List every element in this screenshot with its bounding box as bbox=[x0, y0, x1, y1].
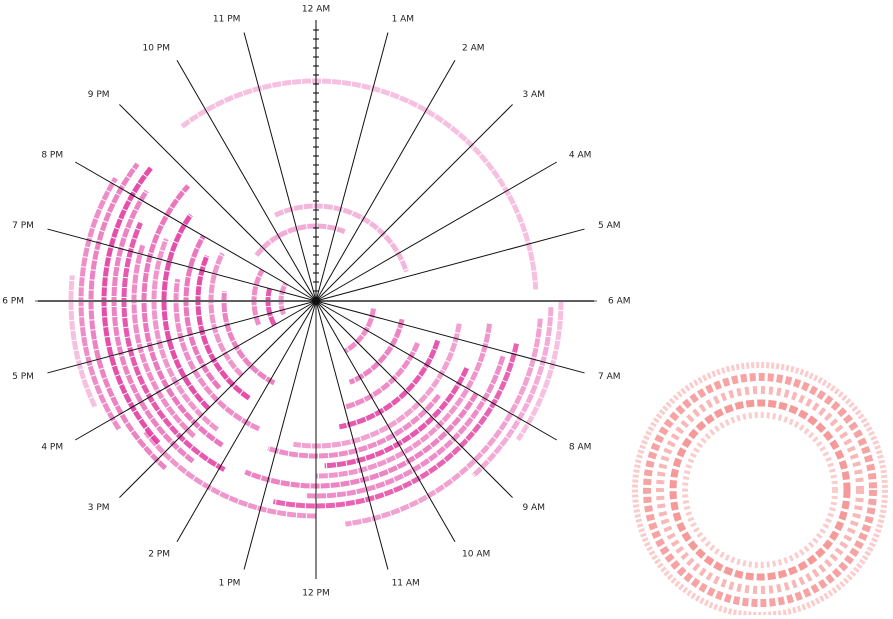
arc bbox=[221, 291, 276, 386]
hour-label: 5 AM bbox=[598, 221, 621, 231]
arc bbox=[292, 323, 462, 449]
hour-line bbox=[176, 59, 317, 302]
hour-label: 11 AM bbox=[392, 579, 420, 589]
hour-label: 9 PM bbox=[88, 90, 110, 100]
hour-label: 3 AM bbox=[522, 90, 545, 100]
hour-line bbox=[315, 300, 558, 441]
arc bbox=[348, 318, 405, 385]
hour-line bbox=[47, 228, 317, 302]
arc bbox=[78, 176, 122, 431]
hour-label: 6 AM bbox=[608, 297, 631, 307]
arc bbox=[305, 355, 506, 499]
donut-ring bbox=[669, 399, 851, 581]
hour-line bbox=[176, 300, 317, 543]
arc bbox=[265, 287, 277, 327]
center-dot bbox=[312, 297, 320, 305]
arc bbox=[515, 300, 564, 442]
hour-label: 7 AM bbox=[598, 372, 621, 382]
arc bbox=[180, 78, 539, 290]
arc bbox=[251, 268, 265, 326]
arc bbox=[173, 278, 261, 432]
hour-line bbox=[315, 59, 456, 302]
arc bbox=[143, 430, 317, 519]
hour-label: 6 PM bbox=[2, 297, 24, 307]
arc bbox=[315, 323, 492, 479]
hour-line bbox=[315, 300, 389, 570]
hour-label: 4 PM bbox=[41, 443, 63, 453]
hour-line bbox=[315, 161, 558, 302]
hour-line bbox=[119, 300, 317, 498]
arc bbox=[88, 162, 168, 471]
hour-label: 10 PM bbox=[142, 44, 170, 54]
hour-label: 5 PM bbox=[12, 372, 34, 382]
hour-label: 1 PM bbox=[219, 579, 241, 589]
hour-line bbox=[74, 300, 317, 441]
arc bbox=[343, 308, 376, 354]
arc bbox=[121, 221, 226, 472]
hour-line bbox=[315, 300, 585, 374]
arc bbox=[338, 339, 441, 430]
arc bbox=[244, 392, 479, 489]
hour-label: 4 AM bbox=[569, 151, 592, 161]
radial-clock: 12 AM 1 AM 2 AM 3 AM 4 AM 5 AM 6 AM 7 AM 8 AM 9 A… bbox=[2, 5, 630, 599]
hour-line bbox=[243, 32, 317, 302]
hour-line bbox=[243, 300, 317, 570]
arc bbox=[195, 254, 251, 401]
arc bbox=[267, 393, 441, 459]
donut-ring bbox=[643, 373, 877, 607]
hour-line bbox=[315, 32, 389, 302]
donut-panel bbox=[622, 350, 893, 615]
hour-label: 2 PM bbox=[148, 549, 170, 559]
hour-line bbox=[315, 104, 513, 302]
arc bbox=[278, 282, 288, 316]
hour-label: 12 PM bbox=[302, 589, 330, 599]
arc bbox=[272, 343, 519, 509]
hour-label: 8 AM bbox=[569, 443, 592, 453]
hour-label: 8 PM bbox=[41, 151, 63, 161]
hour-line bbox=[47, 300, 317, 374]
arc bbox=[324, 367, 470, 469]
hour-label: 3 PM bbox=[88, 503, 110, 513]
hour-line bbox=[315, 300, 456, 543]
arc bbox=[274, 203, 409, 273]
hour-label: 12 AM bbox=[302, 5, 330, 15]
donut-ring bbox=[682, 412, 838, 568]
hour-line bbox=[315, 300, 513, 498]
donut-ring bbox=[656, 386, 864, 594]
hour-label: 10 AM bbox=[462, 549, 490, 559]
hour-label: 11 PM bbox=[213, 14, 241, 24]
small-donut bbox=[622, 350, 893, 618]
arc bbox=[471, 307, 554, 478]
hour-label: 2 AM bbox=[462, 44, 485, 54]
hour-label: 7 PM bbox=[12, 221, 34, 231]
hour-line bbox=[119, 104, 317, 302]
arc bbox=[343, 342, 420, 410]
hour-label: 1 AM bbox=[392, 14, 415, 24]
hour-line bbox=[74, 161, 317, 302]
arc bbox=[254, 223, 346, 257]
arc bbox=[208, 252, 244, 378]
arc bbox=[101, 166, 161, 445]
arc bbox=[68, 275, 98, 408]
arc bbox=[345, 318, 543, 527]
arc bbox=[161, 213, 211, 411]
arc bbox=[141, 184, 224, 448]
arc bbox=[111, 189, 195, 464]
hour-label: 9 AM bbox=[522, 503, 545, 513]
hour-line bbox=[315, 228, 585, 302]
arc bbox=[183, 234, 222, 390]
